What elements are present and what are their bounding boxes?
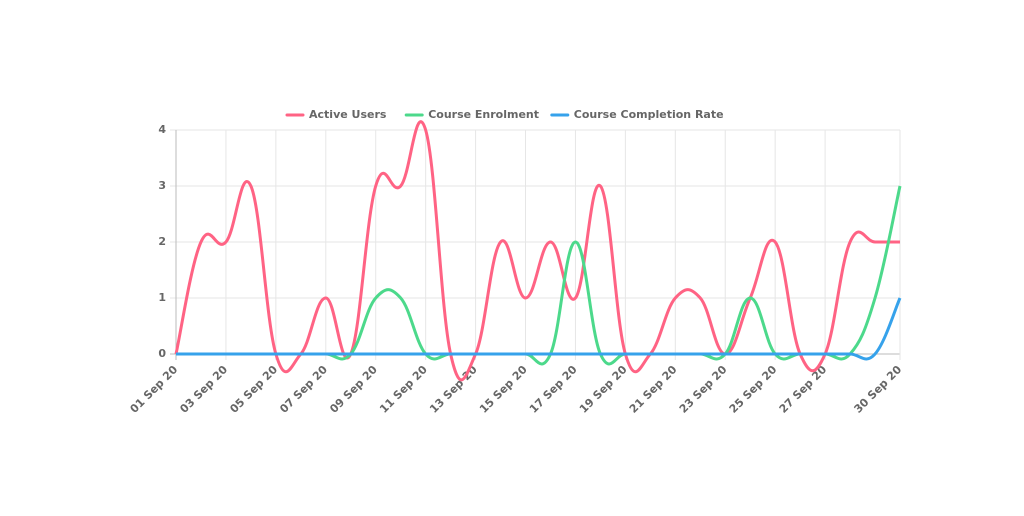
- legend-label: Course Enrolment: [428, 108, 539, 121]
- y-tick-label: 2: [158, 235, 166, 248]
- x-tick-label: 01 Sep 20: [128, 363, 181, 416]
- x-tick-label: 27 Sep 20: [777, 363, 830, 416]
- legend: Active Users Course Enrolment Course Compl…: [285, 108, 724, 121]
- y-tick-label: 4: [158, 123, 166, 136]
- x-tick-label: 23 Sep 20: [677, 363, 730, 416]
- line-series: [175, 297, 902, 361]
- x-tick-label: 19 Sep 20: [577, 363, 630, 416]
- x-tick-label: 11 Sep 20: [377, 363, 430, 416]
- legend-label: Course Completion Rate: [574, 108, 724, 121]
- x-tick-label: 05 Sep 20: [227, 363, 280, 416]
- x-tick-label: 09 Sep 20: [327, 363, 380, 416]
- y-tick-label: 3: [158, 179, 166, 192]
- x-tick-label: 25 Sep 20: [727, 363, 780, 416]
- y-tick-label: 0: [158, 347, 166, 360]
- x-tick-label: 30 Sep 20: [852, 363, 905, 416]
- y-tick-label: 1: [158, 291, 166, 304]
- x-tick-label: 13 Sep 20: [427, 363, 480, 416]
- line-series: [174, 120, 900, 382]
- x-tick-label: 03 Sep 20: [177, 363, 230, 416]
- legend-label: Active Users: [309, 108, 387, 121]
- x-tick-label: 15 Sep 20: [477, 363, 530, 416]
- x-tick-label: 17 Sep 20: [527, 363, 580, 416]
